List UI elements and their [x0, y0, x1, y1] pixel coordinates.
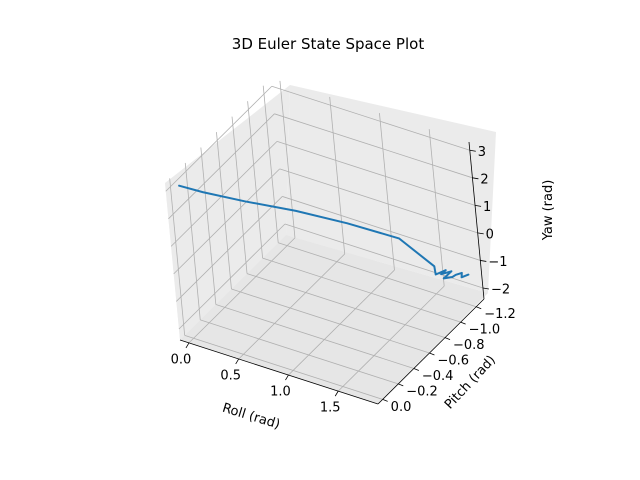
z-tick-label-3: 1 [483, 200, 491, 215]
z-gridline-back [279, 168, 478, 234]
z-tick-label-0: −2 [491, 282, 510, 297]
z-gridline-left [176, 196, 283, 302]
series-traces [178, 184, 470, 280]
y-gridline-wall [262, 85, 279, 243]
z-tick-label-1: −1 [488, 255, 507, 270]
z-gridline-back [282, 196, 481, 261]
z-gridline-left [165, 85, 273, 192]
axis-lines [179, 141, 490, 405]
y-tick-mark [382, 398, 388, 402]
x-gridline-wall [428, 129, 445, 287]
z-tick-mark [477, 232, 484, 235]
x-gridline-wall [379, 113, 395, 271]
z-tick-label-4: 2 [480, 172, 488, 187]
z-tick-label-2: 0 [486, 227, 494, 242]
y-tick-mark [398, 383, 404, 387]
z-tick-mark [482, 287, 490, 290]
z-tick-mark [472, 177, 479, 180]
y-gridline-floor [231, 288, 430, 354]
x-gridline-wall [329, 96, 346, 255]
y-gridline-floor [200, 319, 399, 385]
tick-labels: 0.00.51.01.5−1.2−1.0−0.8−0.6−0.4−0.20.0−… [171, 145, 516, 416]
y-gridline-wall [169, 178, 186, 336]
x-tick-mark [334, 390, 339, 397]
z-gridline-left [178, 223, 286, 330]
z-tick-mark [480, 260, 487, 262]
x-gridline-wall [279, 80, 296, 238]
x-gridline-floor [238, 253, 345, 360]
y-gridline-wall [184, 162, 201, 320]
y-gridline-wall [247, 101, 264, 259]
x-tick-mark [285, 374, 289, 381]
chart-title: 3D Euler State Space Plot [232, 35, 425, 53]
z-tick-mark [474, 204, 482, 207]
floor-pane [180, 235, 488, 404]
x-gridline-floor [288, 269, 395, 376]
x-tick-mark [235, 358, 240, 365]
z-gridline-back [276, 140, 476, 206]
y-tick-label-6: 0.0 [391, 400, 412, 415]
y-tick-label-4: −0.4 [422, 369, 454, 384]
x-tick-label-0: 0.0 [171, 352, 192, 367]
y-gridline-wall [216, 132, 232, 290]
z-axis-label: Yaw (rad) [541, 180, 556, 242]
z-gridline-back [271, 85, 470, 151]
z-gridline-left [173, 168, 280, 275]
x-tick-label-2: 1.0 [270, 385, 291, 400]
y-tick-label-1: −1.0 [469, 323, 501, 338]
z-gridline-left [168, 113, 275, 220]
series-line-0 [178, 184, 470, 280]
y-tick-label-5: −0.2 [406, 384, 438, 399]
x-tick-label-1: 0.5 [220, 368, 241, 383]
y-tick-mark [413, 368, 420, 371]
y-tick-label-2: −0.8 [453, 338, 485, 353]
z-tick-label-5: 3 [478, 145, 486, 160]
y-gridline-floor [278, 242, 477, 308]
y-gridline-floor [246, 273, 446, 338]
y-gridline-floor [262, 257, 461, 323]
z-axis-line [468, 141, 485, 300]
z-tick-mark [469, 149, 476, 152]
y-tick-mark [444, 337, 451, 340]
y-tick-label-0: −1.2 [484, 307, 516, 322]
z-gridline-back [274, 113, 473, 179]
x-axis-line [179, 339, 379, 405]
y-tick-mark [460, 321, 466, 325]
y-axis-line [377, 298, 485, 405]
y-tick-label-3: −0.6 [437, 354, 469, 369]
y-tick-mark [476, 306, 482, 310]
x-tick-mark [185, 342, 190, 349]
gridlines [165, 80, 484, 400]
x-gridline-floor [188, 237, 296, 344]
x-tick-label-3: 1.5 [320, 401, 341, 416]
y-gridline-floor [184, 334, 383, 400]
x-gridline-floor [337, 285, 445, 392]
y-gridline-floor [215, 304, 414, 369]
y-gridline-wall [200, 147, 217, 305]
y-tick-mark [429, 352, 435, 356]
z-gridline-left [170, 141, 278, 247]
x-axis-label: Roll (rad) [220, 401, 281, 433]
y-gridline-wall [231, 116, 248, 274]
